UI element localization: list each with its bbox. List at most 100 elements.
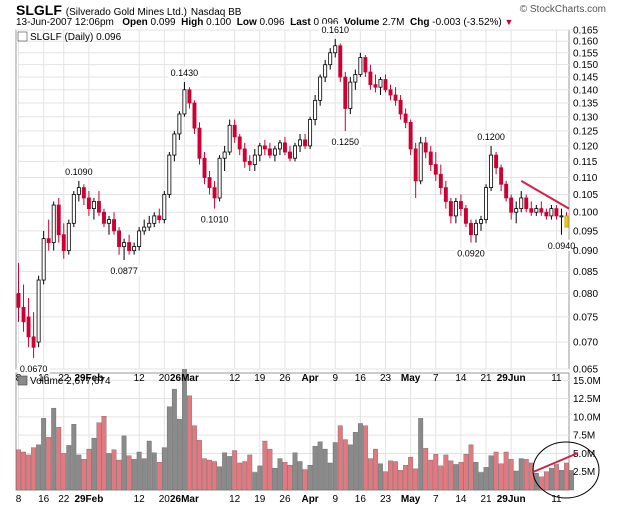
candle-body [458, 201, 463, 210]
high-label: High [181, 17, 204, 28]
volume-tick-label: 15.0M [573, 376, 601, 387]
candle-body [212, 187, 217, 199]
candle-body [31, 336, 36, 348]
annotation-bg [329, 136, 362, 148]
candle-body [358, 57, 363, 75]
volume-bar [131, 459, 137, 491]
volume-bar [171, 388, 177, 491]
candle-body [81, 187, 86, 199]
candle-body [398, 99, 403, 115]
x-tick-label-volume: 22 [58, 494, 70, 505]
price-tick-label: 0.125 [573, 127, 598, 138]
open-value: 0.099 [150, 17, 176, 28]
volume-bar [56, 426, 62, 491]
volume-bar [292, 452, 298, 491]
candle-body [192, 102, 197, 129]
candle-body [318, 76, 323, 101]
volume-bar [433, 454, 439, 491]
x-tick-label-volume: 26 [279, 494, 291, 505]
volume-bar [463, 454, 469, 491]
annotation-bg [108, 264, 141, 276]
annotation-bg [545, 239, 578, 251]
x-tick-label-volume: 11 [551, 494, 562, 505]
candle-body [167, 154, 172, 195]
candle-body [443, 187, 448, 202]
candle-body [66, 222, 71, 251]
x-tick-label-price: 20 [159, 373, 171, 384]
volume-bar [242, 461, 248, 491]
x-tick-label-price: 16 [38, 373, 50, 384]
candle-body [21, 306, 26, 323]
volume-bar [212, 461, 217, 491]
annotation-label: 0.1250 [332, 137, 360, 147]
candle-body [484, 187, 489, 220]
candle-body [267, 148, 272, 156]
low-value: 0.096 [259, 17, 285, 28]
open-label: Open [122, 17, 148, 28]
x-tick-label-price: 26 [279, 373, 291, 384]
volume-bar [317, 441, 323, 491]
volume-bar [282, 462, 288, 491]
volume-bar [347, 444, 353, 491]
volume-bar [428, 459, 434, 491]
volume-bars [16, 369, 574, 491]
candle-body [469, 222, 473, 236]
volume-bar [151, 452, 157, 491]
candle-body [413, 148, 418, 182]
candle-body [448, 201, 453, 217]
volume-bar [383, 471, 388, 491]
volume-bar [272, 467, 278, 491]
candle-body [232, 124, 237, 138]
annotation-label: 0.0920 [457, 249, 485, 259]
volume-bar [232, 450, 238, 491]
volume-bar [277, 458, 283, 491]
annotation-bg [475, 130, 508, 142]
candle-body [438, 173, 443, 189]
x-tick-label-volume: 8 [16, 494, 22, 505]
volume-bar [564, 462, 569, 491]
x-tick-label-price: 7 [433, 373, 439, 384]
volume-bar [508, 459, 514, 491]
copyright: © StockCharts.com [519, 4, 606, 15]
volume-bar [503, 451, 509, 491]
volume-bar [307, 464, 313, 491]
candle-body [348, 81, 353, 109]
annotation-label: 0.1010 [201, 215, 229, 225]
volume-bar [443, 454, 449, 491]
volume-circle-annotation [532, 441, 600, 499]
volume-value: 2.7M [382, 17, 405, 28]
volume-bar [448, 460, 454, 491]
candle-body [423, 142, 428, 153]
candle-body [177, 113, 182, 135]
volume-bar [252, 472, 258, 491]
volume-bar [403, 464, 409, 491]
volume-bar [453, 464, 459, 491]
annotation-label: 0.0877 [110, 266, 138, 276]
candle-body [283, 142, 287, 153]
candle-body [539, 208, 544, 213]
volume-bar [393, 461, 398, 491]
candle-body [298, 139, 302, 147]
volume-bar [483, 467, 489, 491]
volume-bar [327, 462, 333, 491]
volume-bar [66, 445, 72, 491]
volume-bar [362, 425, 368, 491]
down-arrow-icon: ▼ [504, 17, 514, 27]
x-tick-label-price: Apr [301, 373, 318, 384]
candle-body [343, 76, 348, 109]
candle-body [489, 154, 494, 189]
x-tick-label-price: 26Mar [170, 373, 199, 384]
quote-summary: 13-Jun-2007 12:06pm Open 0.099 High 0.10… [16, 17, 513, 28]
volume-bar [368, 458, 373, 491]
price-tick-label: 0.065 [573, 365, 598, 376]
candle-body [378, 79, 383, 88]
volume-bar [31, 447, 37, 491]
candle-body [333, 45, 338, 54]
price-tick-label: 0.075 [573, 312, 598, 323]
candle-body [222, 151, 227, 159]
annotation-bg [62, 165, 95, 177]
annotation-bg [198, 213, 231, 225]
price-tick-label: 0.130 [573, 112, 598, 123]
candle-body [524, 197, 529, 210]
